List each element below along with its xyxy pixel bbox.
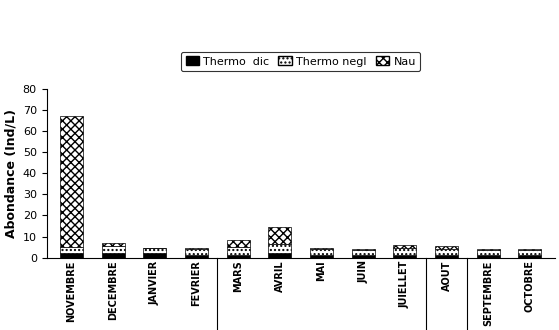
Bar: [227, 240, 250, 247]
Bar: [310, 254, 333, 258]
Bar: [310, 248, 333, 249]
Bar: [394, 254, 416, 258]
Bar: [518, 250, 541, 254]
Bar: [185, 254, 208, 258]
Bar: [185, 248, 208, 249]
Legend: Thermo  dic, Thermo negl, Nau: Thermo dic, Thermo negl, Nau: [181, 52, 420, 71]
Bar: [518, 254, 541, 258]
Bar: [144, 248, 167, 253]
Bar: [518, 249, 541, 250]
Bar: [185, 249, 208, 254]
Bar: [477, 254, 500, 258]
Bar: [268, 253, 291, 258]
Bar: [394, 245, 416, 248]
Bar: [352, 254, 375, 258]
Y-axis label: Abondance (Ind/L): Abondance (Ind/L): [4, 109, 17, 238]
Bar: [435, 254, 458, 258]
Bar: [60, 253, 83, 258]
Bar: [144, 253, 167, 258]
Bar: [435, 249, 458, 254]
Bar: [477, 250, 500, 254]
Bar: [268, 244, 291, 253]
Bar: [227, 254, 250, 258]
Bar: [60, 247, 83, 253]
Bar: [352, 250, 375, 254]
Bar: [435, 246, 458, 249]
Bar: [60, 116, 83, 247]
Bar: [102, 253, 125, 258]
Bar: [310, 249, 333, 254]
Bar: [477, 249, 500, 250]
Bar: [352, 249, 375, 250]
Bar: [394, 248, 416, 254]
Bar: [102, 246, 125, 253]
Bar: [227, 247, 250, 254]
Bar: [102, 243, 125, 246]
Bar: [268, 227, 291, 244]
